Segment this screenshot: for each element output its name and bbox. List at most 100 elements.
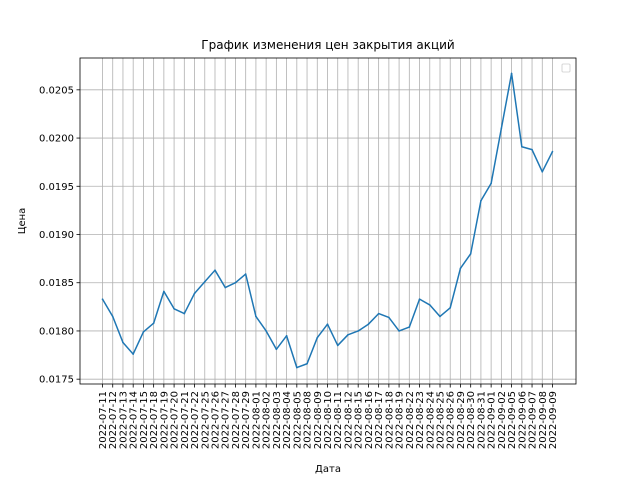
x-tick-label: 2022-08-24 (425, 391, 436, 449)
x-tick-label: 2022-07-19 (159, 391, 170, 449)
x-tick-label: 2022-09-06 (517, 391, 528, 449)
data-point (101, 298, 104, 300)
x-tick-label: 2022-08-04 (282, 391, 293, 449)
x-tick-label: 2022-07-21 (180, 391, 191, 449)
data-point (521, 145, 523, 148)
data-point (285, 334, 288, 337)
data-point (388, 316, 390, 319)
x-tick-label: 2022-07-20 (170, 391, 181, 449)
data-point (326, 323, 329, 326)
data-point (306, 362, 308, 365)
data-point (214, 269, 216, 271)
data-point (275, 348, 278, 351)
x-tick-label: 2022-08-17 (374, 391, 385, 449)
y-axis-label: Цена (17, 208, 28, 235)
data-point (152, 322, 155, 325)
data-point (244, 273, 247, 275)
x-tick-label: 2022-08-30 (466, 391, 477, 449)
y-tick-label: 0.0200 (39, 134, 74, 145)
x-tick-label: 2022-08-25 (436, 391, 447, 449)
legend-box (561, 63, 571, 73)
data-point (336, 344, 339, 347)
plot-frame (79, 57, 577, 385)
data-point (296, 366, 298, 369)
y-tick-label: 0.0180 (39, 326, 74, 337)
data-point (234, 281, 237, 284)
x-tick-label: 2022-07-11 (98, 391, 109, 449)
x-axis: 2022-07-11 2022-07-12 2022-07-13 2022-07-14… (98, 384, 559, 449)
data-point (408, 326, 411, 328)
y-tick-label: 0.0205 (39, 85, 74, 96)
x-tick-label: 2022-08-19 (395, 391, 406, 449)
x-tick-label: 2022-08-02 (262, 391, 273, 449)
x-tick-label: 2022-07-12 (108, 391, 119, 449)
data-point (193, 292, 196, 295)
x-tick-label: 2022-08-15 (354, 391, 365, 449)
data-point (316, 336, 319, 339)
series-layer (101, 72, 554, 369)
data-point (367, 323, 370, 326)
data-point (541, 171, 544, 173)
x-tick-label: 2022-08-08 (303, 391, 314, 449)
x-tick-label: 2022-08-26 (446, 391, 457, 449)
data-point (500, 127, 503, 130)
y-tick-label: 0.0195 (39, 182, 74, 193)
data-point (203, 280, 206, 283)
y-tick-label: 0.0175 (39, 375, 74, 386)
x-tick-label: 2022-07-15 (139, 391, 150, 449)
x-tick-label: 2022-08-18 (384, 391, 395, 449)
data-point (122, 341, 124, 344)
data-point (531, 148, 533, 151)
data-point (255, 315, 257, 318)
x-tick-label: 2022-07-29 (241, 391, 252, 449)
x-tick-label: 2022-09-09 (548, 391, 559, 449)
y-axis: 0.0175 0.0180 0.0185 0.0190 0.0195 0.0200 0.02… (39, 85, 80, 386)
data-point (183, 312, 186, 315)
x-tick-label: 2022-07-27 (221, 391, 232, 449)
x-tick-label: 2022-07-13 (118, 391, 129, 449)
data-point (224, 286, 227, 289)
x-axis-label: Дата (315, 464, 341, 475)
data-point (142, 331, 145, 333)
x-tick-label: 2022-08-29 (456, 391, 467, 449)
chart-title: График изменения цен закрытия акций (201, 38, 454, 52)
data-point (428, 304, 431, 306)
x-tick-label: 2022-07-26 (211, 391, 222, 449)
x-tick-label: 2022-09-07 (528, 391, 539, 449)
y-tick-label: 0.0185 (39, 278, 74, 289)
x-tick-label: 2022-07-28 (231, 391, 242, 449)
data-point (490, 182, 492, 185)
data-point (132, 353, 134, 355)
data-point (551, 150, 554, 153)
data-point (459, 267, 462, 270)
data-point (418, 298, 421, 300)
data-point (173, 307, 175, 310)
y-tick-label: 0.0190 (39, 230, 74, 241)
x-tick-label: 2022-09-02 (497, 391, 508, 449)
data-point (111, 315, 114, 318)
data-point (439, 315, 441, 318)
data-point (398, 330, 400, 332)
data-point (265, 330, 267, 332)
data-point (449, 307, 452, 309)
x-tick-label: 2022-07-18 (149, 391, 160, 449)
x-tick-label: 2022-08-03 (272, 391, 283, 449)
x-tick-label: 2022-08-05 (292, 391, 303, 449)
x-tick-label: 2022-08-16 (364, 391, 375, 449)
data-point (357, 330, 359, 332)
data-point (510, 72, 513, 75)
x-tick-label: 2022-08-01 (251, 391, 262, 449)
x-tick-label: 2022-08-31 (476, 391, 487, 449)
x-tick-label: 2022-09-05 (507, 391, 518, 449)
data-point (347, 334, 349, 336)
x-tick-label: 2022-08-22 (405, 391, 416, 449)
data-point (377, 312, 380, 315)
x-tick-label: 2022-08-12 (343, 391, 354, 449)
data-point (480, 199, 482, 202)
x-tick-label: 2022-08-09 (313, 391, 324, 449)
data-point (469, 252, 472, 255)
grid (80, 58, 576, 384)
x-tick-label: 2022-07-22 (190, 391, 201, 449)
x-tick-label: 2022-08-10 (323, 391, 334, 449)
